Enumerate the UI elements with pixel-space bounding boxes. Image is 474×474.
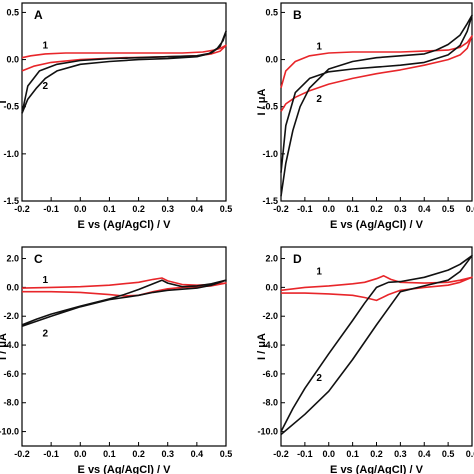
y-tick-label: -1.5 xyxy=(3,196,19,206)
y-tick-label: 0.5 xyxy=(265,7,278,17)
x-tick-label: 0.5 xyxy=(220,204,233,214)
curve-label: 1 xyxy=(43,40,49,51)
curve-label: 1 xyxy=(316,41,322,52)
series-2-line xyxy=(21,279,227,328)
y-tick-label: 0.0 xyxy=(6,55,19,65)
y-tick-label: 2.0 xyxy=(265,254,278,264)
x-tick-label: 0.6 xyxy=(466,449,474,459)
series-1-line xyxy=(280,35,473,112)
y-tick-label: -6.0 xyxy=(262,369,278,379)
x-tick-label: -0.1 xyxy=(43,449,59,459)
y-tick-label: 0.0 xyxy=(6,282,19,292)
y-axis-title: I / μA xyxy=(256,88,268,115)
x-tick-label: -0.1 xyxy=(297,449,313,459)
x-tick-label: -0.2 xyxy=(273,204,289,214)
y-axis-title: I / μA xyxy=(0,333,9,360)
x-tick-label: -0.1 xyxy=(43,204,59,214)
plot-frame xyxy=(21,2,227,202)
x-tick-label: 0.3 xyxy=(161,449,174,459)
y-tick-label: -4.0 xyxy=(3,340,19,350)
series-1-line xyxy=(280,275,473,302)
x-tick-label: 0.2 xyxy=(132,449,145,459)
x-tick-label: 0.1 xyxy=(346,204,359,214)
series-2-line xyxy=(280,14,473,197)
x-tick-label: 0.1 xyxy=(346,449,359,459)
x-tick-label: -0.2 xyxy=(273,449,289,459)
panel-b: -0.2 -0.1 0.0 0.1 0.2 0.3 0.4 0.5 0.6 0.5 0.0 -0.5 -… xyxy=(256,2,474,231)
y-tick-label: -8.0 xyxy=(3,398,19,408)
x-tick-label: 0.0 xyxy=(74,449,87,459)
panel-letter: D xyxy=(293,252,302,266)
y-tick-label: -10.0 xyxy=(0,427,19,437)
x-tick-label: -0.2 xyxy=(14,204,30,214)
x-tick-label: 0.2 xyxy=(370,449,383,459)
x-tick-label: 0.4 xyxy=(418,449,431,459)
panel-letter: A xyxy=(34,8,43,22)
x-tick-label: 0.1 xyxy=(103,204,116,214)
curve-label: 1 xyxy=(316,267,322,278)
x-tick-label: 0.4 xyxy=(191,449,204,459)
x-tick-label: 0.4 xyxy=(191,204,204,214)
x-tick-label: 0.1 xyxy=(103,449,116,459)
x-tick-label: 0.6 xyxy=(466,204,474,214)
y-tick-label: -6.0 xyxy=(3,369,19,379)
curve-label: 2 xyxy=(43,81,49,92)
x-axis-title: E vs (Ag/AgCl) / V xyxy=(330,464,424,474)
plot-frame xyxy=(280,2,473,202)
plot-frame xyxy=(280,246,473,447)
series-2-line xyxy=(280,254,473,436)
x-tick-label: -0.1 xyxy=(297,204,313,214)
y-tick-label: 0.5 xyxy=(6,7,19,17)
y-tick-label: -0.5 xyxy=(262,102,278,112)
x-tick-label: 0.0 xyxy=(322,204,335,214)
y-tick-label: -10.0 xyxy=(257,427,278,437)
x-tick-label: 0.3 xyxy=(394,204,407,214)
y-tick-label: -1.0 xyxy=(3,149,19,159)
curve-label: 2 xyxy=(43,329,49,340)
x-tick-label: 0.2 xyxy=(370,204,383,214)
x-axis-title: E vs (Ag/AgCl) / V xyxy=(78,219,172,231)
y-tick-label: -0.5 xyxy=(3,102,19,112)
y-tick-label: -2.0 xyxy=(262,311,278,321)
x-tick-label: 0.0 xyxy=(322,449,335,459)
curve-label: 2 xyxy=(316,373,322,384)
y-tick-label: 0.0 xyxy=(265,282,278,292)
curve-label: 2 xyxy=(316,94,322,105)
panel-a: -0.2 -0.1 0.0 0.1 0.2 0.3 0.4 0.5 0.5 0.0 -0.5 -1.0… xyxy=(0,2,233,231)
y-tick-label: 2.0 xyxy=(6,254,19,264)
y-tick-label: -2.0 xyxy=(3,311,19,321)
x-tick-label: 0.3 xyxy=(394,449,407,459)
y-axis-title: I / μA xyxy=(256,333,268,360)
x-tick-label: 0.0 xyxy=(74,204,87,214)
panel-c: -0.2 -0.1 0.0 0.1 0.2 0.3 0.4 0.5 2.0 0.0 -2.0 -4.0… xyxy=(0,246,233,474)
series-1-line xyxy=(21,277,227,297)
x-axis-title: E vs (Ag/AgCl) / V xyxy=(78,464,172,474)
curve-label: 1 xyxy=(43,275,49,286)
plot-frame xyxy=(21,246,227,447)
x-tick-label: 0.3 xyxy=(161,204,174,214)
y-tick-label: -8.0 xyxy=(262,398,278,408)
x-tick-label: 0.5 xyxy=(220,449,233,459)
y-tick-label: -1.0 xyxy=(262,149,278,159)
y-tick-label: 0.0 xyxy=(265,55,278,65)
x-tick-label: 0.5 xyxy=(442,204,455,214)
x-tick-label: 0.4 xyxy=(418,204,431,214)
panel-d: -0.2 -0.1 0.0 0.1 0.2 0.3 0.4 0.5 0.6 2.0 0.0 -2.0 -… xyxy=(256,246,474,474)
series-2-line xyxy=(21,30,227,114)
y-tick-label: -4.0 xyxy=(262,340,278,350)
x-tick-label: -0.2 xyxy=(14,449,30,459)
x-tick-label: 0.2 xyxy=(132,204,145,214)
y-tick-label: -1.5 xyxy=(262,196,278,206)
x-tick-label: 0.5 xyxy=(442,449,455,459)
x-axis-title: E vs (Ag/AgCl) / V xyxy=(330,219,424,231)
panel-letter: C xyxy=(34,252,43,266)
panel-letter: B xyxy=(293,8,302,22)
y-axis-title: I xyxy=(0,100,9,103)
